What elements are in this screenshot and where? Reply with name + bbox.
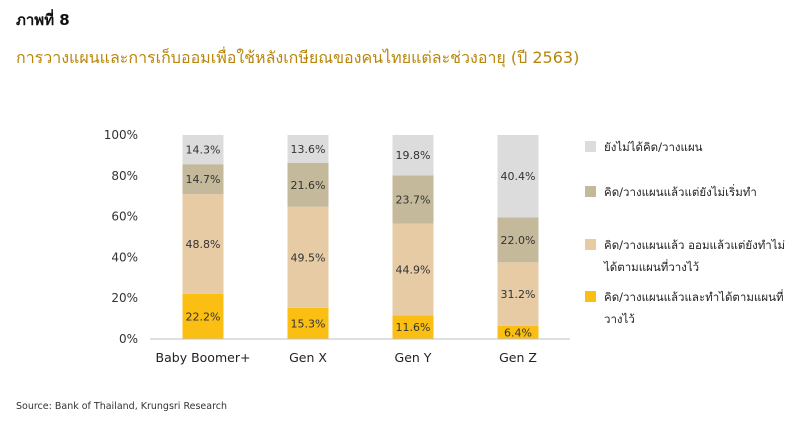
source-note: Source: Bank of Thailand, Krungsri Resea…: [16, 401, 228, 412]
data-label: 44.9%: [396, 264, 431, 277]
x-tick-label: Gen X: [289, 350, 327, 365]
data-label: 6.4%: [504, 326, 532, 339]
data-label: 15.3%: [291, 317, 326, 330]
data-label: 14.3%: [186, 144, 221, 157]
chart-title: การวางแผนและการเก็บออมเพื่อใช้หลังเกษียณ…: [16, 48, 580, 67]
data-label: 21.6%: [291, 179, 326, 192]
y-tick-label: 20%: [111, 291, 138, 305]
legend-label: คิด/วางแผนแล้วแต่ยังไม่เริ่มทำ: [604, 185, 757, 199]
legend-swatch: [585, 291, 596, 302]
bar-segment: [287, 307, 329, 339]
data-label: 40.4%: [501, 170, 536, 183]
legend-item-planned-not-started: คิด/วางแผนแล้วแต่ยังไม่เริ่มทำ: [585, 181, 794, 203]
bar-segment: [287, 162, 329, 207]
y-tick-label: 40%: [111, 250, 138, 264]
bar-segment: [287, 135, 329, 163]
data-label: 49.5%: [291, 251, 326, 264]
x-tick-label: Gen Y: [395, 350, 432, 365]
data-label: 14.7%: [186, 173, 221, 186]
data-label: 23.7%: [396, 194, 431, 207]
bar-segment: [497, 135, 539, 218]
y-tick-label: 60%: [111, 210, 138, 224]
legend-swatch: [585, 186, 596, 197]
data-label: 13.6%: [291, 143, 326, 156]
legend-label: คิด/วางแผนแล้ว ออมแล้วแต่ยังทำไม่ได้ตามแ…: [604, 238, 786, 274]
data-label: 11.6%: [396, 321, 431, 334]
legend-swatch: [585, 239, 596, 250]
y-tick-label: 80%: [111, 169, 138, 183]
bar-segment: [392, 223, 434, 316]
y-tick-label: 100%: [104, 128, 138, 142]
bar-segment: [392, 135, 434, 176]
legend-item-saving-behind-plan: คิด/วางแผนแล้ว ออมแล้วแต่ยังทำไม่ได้ตามแ…: [585, 234, 794, 278]
stacked-bar-chart: 0% 20% 40% 60% 80% 100% 22.2% 48.8% 14.7% 14.3% Ba…: [104, 128, 570, 365]
x-tick-label: Gen Z: [499, 350, 537, 365]
legend-label: ยังไม่ได้คิด/วางแผน: [604, 140, 703, 154]
data-label: 31.2%: [501, 288, 536, 301]
bar-segment: [182, 293, 224, 339]
bar-segment: [392, 315, 434, 339]
data-label: 22.0%: [501, 234, 536, 247]
x-tick-label: Baby Boomer+: [156, 350, 251, 365]
legend-item-not-planned: ยังไม่ได้คิด/วางแผน: [585, 136, 794, 158]
legend-swatch: [585, 141, 596, 152]
bar-segment: [287, 206, 329, 308]
y-tick-label: 0%: [119, 332, 138, 346]
bar-segment: [182, 135, 224, 165]
data-label: 22.2%: [186, 310, 221, 323]
legend-item-on-plan: คิด/วางแผนแล้วและทำได้ตามแผนที่วางไว้: [585, 286, 794, 330]
bar-segment: [182, 194, 224, 294]
figure-label: ภาพที่ 8: [16, 11, 70, 29]
bar-segment: [182, 164, 224, 195]
legend-label: คิด/วางแผนแล้วและทำได้ตามแผนที่วางไว้: [604, 290, 784, 326]
bar-segment: [497, 325, 539, 339]
bar-segment: [497, 217, 539, 263]
data-label: 48.8%: [186, 238, 221, 251]
bar-segment: [497, 262, 539, 326]
bar-segment: [392, 175, 434, 224]
data-label: 19.8%: [396, 149, 431, 162]
